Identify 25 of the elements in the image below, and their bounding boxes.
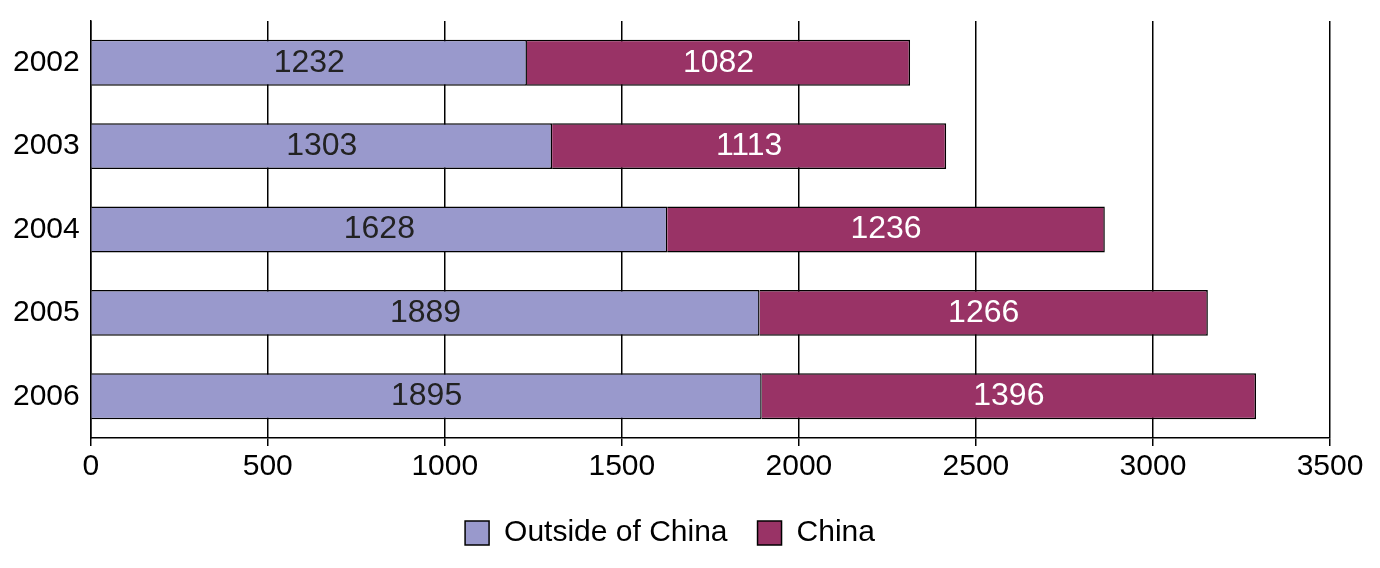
legend-label: China [796,514,876,548]
legend-label: Outside of China [504,514,728,548]
x-tick-label: 1000 [411,448,479,482]
x-tick-label: 0 [82,448,100,482]
data-label: 1236 [850,209,922,246]
x-tick-label: 1500 [588,448,656,482]
data-label: 1889 [389,292,462,329]
x-tick-label: 2500 [942,448,1010,482]
x-tick-label: 3500 [1296,448,1364,482]
y-tick-label: 2006 [12,377,80,411]
y-tick-label: 2005 [12,294,80,328]
y-tick-label: 2004 [12,210,80,244]
x-tick-label: 2000 [765,448,833,482]
data-label: 1266 [948,292,1020,329]
data-label: 1895 [391,376,463,413]
y-tick-label: 2002 [12,43,80,77]
data-label: 1082 [682,42,755,79]
data-label: 1628 [343,209,415,246]
x-tick-label: 3000 [1119,448,1187,482]
data-label: 1396 [973,376,1045,413]
data-label: 1303 [286,125,358,162]
y-tick-label: 2003 [12,127,80,161]
data-label: 1113 [715,125,783,162]
x-tick-label: 500 [242,448,293,482]
data-label: 1232 [273,42,345,79]
